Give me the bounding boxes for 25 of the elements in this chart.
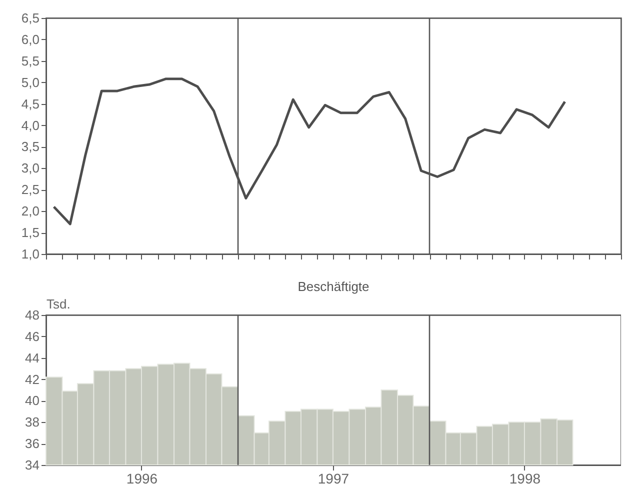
y-axis-title: Tsd.	[46, 296, 70, 312]
y-tick-label: 3,5	[21, 139, 40, 154]
y-tick-label: 6,5	[21, 10, 40, 26]
y-tick-label: 1,0	[21, 246, 40, 262]
x-tick-label: 1997	[318, 470, 350, 486]
y-tick-label: 46	[25, 328, 40, 344]
y-tick-label: 3,0	[21, 160, 40, 176]
y-tick-label: 42	[25, 372, 40, 387]
x-tick-label: 1996	[126, 470, 158, 486]
y-tick-label: 1,5	[21, 225, 40, 240]
y-tick-label: 36	[25, 436, 40, 452]
chart-title: Beschäftigte	[298, 279, 370, 294]
y-tick-label: 4,5	[21, 96, 40, 112]
y-tick-label: 5,5	[21, 53, 40, 68]
y-tick-label: 48	[25, 308, 40, 322]
y-tick-label: 5,0	[21, 74, 40, 90]
y-tick-label: 2,5	[21, 182, 40, 198]
y-tick-label: 4,0	[21, 118, 40, 133]
y-tick-label: 44	[25, 350, 40, 366]
y-tick-label: 38	[25, 414, 40, 430]
y-tick-label: 34	[25, 458, 40, 472]
x-tick-label: 1998	[509, 470, 541, 486]
y-tick-label: 40	[25, 393, 40, 408]
y-tick-label: 2,0	[21, 204, 40, 219]
y-tick-label: 6,0	[21, 32, 40, 47]
